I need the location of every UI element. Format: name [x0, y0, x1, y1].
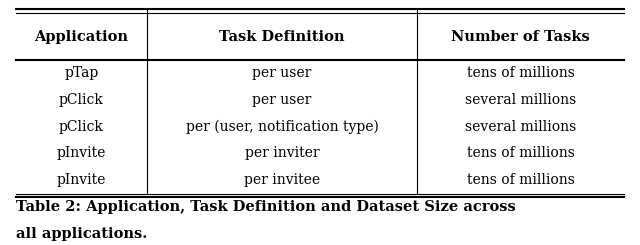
Text: Table 2: Application, Task Definition and Dataset Size across: Table 2: Application, Task Definition an…	[16, 200, 516, 214]
Text: pClick: pClick	[59, 120, 104, 134]
Text: Number of Tasks: Number of Tasks	[451, 30, 590, 44]
Text: per invitee: per invitee	[244, 173, 320, 187]
Text: pInvite: pInvite	[57, 147, 106, 160]
Text: pClick: pClick	[59, 93, 104, 107]
Text: Task Definition: Task Definition	[220, 30, 345, 44]
Text: per (user, notification type): per (user, notification type)	[186, 120, 378, 134]
Text: several millions: several millions	[465, 93, 576, 107]
Text: tens of millions: tens of millions	[467, 173, 575, 187]
Text: all applications.: all applications.	[16, 227, 147, 241]
Text: tens of millions: tens of millions	[467, 147, 575, 160]
Text: per user: per user	[252, 66, 312, 80]
Text: pInvite: pInvite	[57, 173, 106, 187]
Text: several millions: several millions	[465, 120, 576, 134]
Text: per inviter: per inviter	[244, 147, 319, 160]
Text: Application: Application	[35, 30, 129, 44]
Text: per user: per user	[252, 93, 312, 107]
Text: pTap: pTap	[64, 66, 99, 80]
Text: tens of millions: tens of millions	[467, 66, 575, 80]
